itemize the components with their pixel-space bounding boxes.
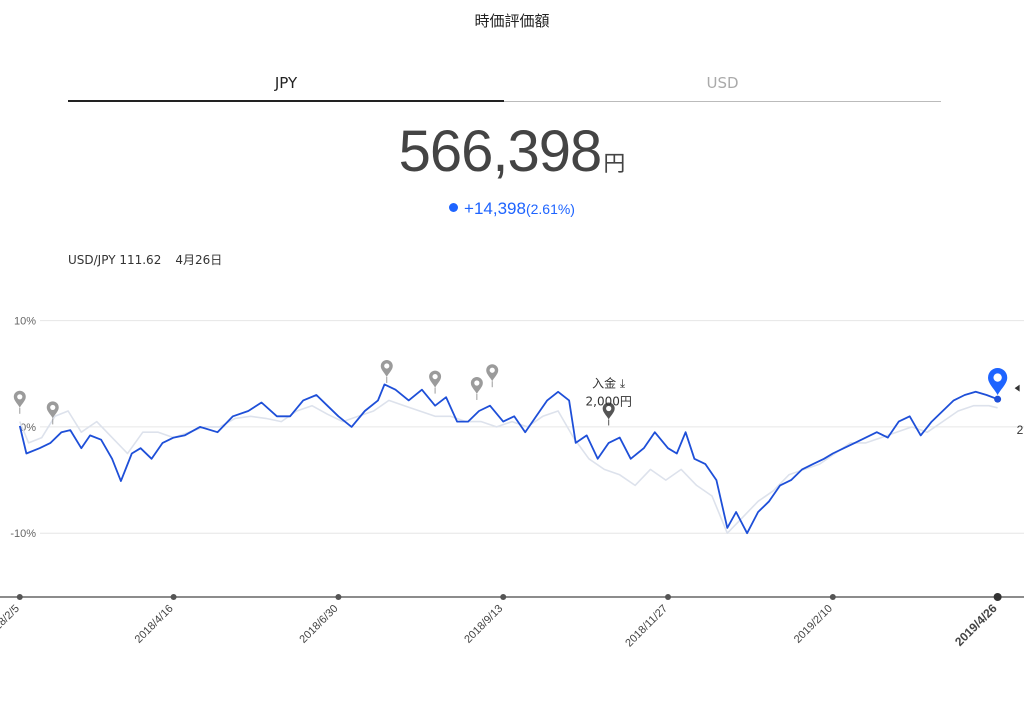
event-marker-icon <box>602 402 615 420</box>
x-tick-dot <box>829 594 836 600</box>
end-point <box>994 395 1002 403</box>
event-marker-icon-hole <box>50 404 56 411</box>
event-marker-icon-hole <box>384 363 390 369</box>
event-marker-icon-hole <box>17 394 23 400</box>
x-tick-label: 2018/4/16 <box>133 603 176 646</box>
location-pin-icon-hole <box>993 373 1002 382</box>
event-marker-icon <box>429 370 442 388</box>
tab-jpy[interactable]: JPY <box>68 74 504 102</box>
x-tick-label: 2019/4/26 <box>952 601 1000 649</box>
y-tick-label: -10% <box>10 528 36 540</box>
portfolio-line <box>18 383 998 535</box>
event-marker-icon <box>13 390 26 408</box>
deposit-label: 入金 ⤓ <box>592 375 626 390</box>
x-tick-label: 2019/2/10 <box>792 603 835 646</box>
pointer-triangle-icon <box>1014 384 1020 392</box>
valuation-display: 566,398円 <box>0 118 1024 185</box>
fx-rate-value: USD/JPY 111.62 <box>68 253 162 267</box>
fx-rate-date: 4月26日 <box>175 253 223 267</box>
x-tick-dot <box>665 594 672 600</box>
x-tick-dot <box>500 594 507 600</box>
x-tick-label: 2018/9/13 <box>462 603 505 646</box>
currency-tabs: JPY USD <box>68 74 941 102</box>
event-marker-icon <box>46 401 59 419</box>
location-pin-icon <box>988 367 1008 396</box>
total-return-value: 2.61% <box>1017 423 1024 437</box>
event-marker-icon-hole <box>432 373 438 380</box>
x-tick-label: 2018/2/5 <box>0 603 22 642</box>
x-tick-label: 2018/11/27 <box>623 603 670 650</box>
event-marker-icon-hole <box>474 380 480 386</box>
change-dot-icon <box>449 203 459 212</box>
deposit-amount: 2,000円 <box>586 394 632 408</box>
x-tick-dot <box>16 594 23 600</box>
x-tick-dot <box>335 594 342 600</box>
change-amount: +14,398 <box>464 199 526 218</box>
x-tick-dot <box>993 593 1002 601</box>
total-return-label-1: トータル <box>1022 381 1024 395</box>
benchmark-line <box>19 399 998 534</box>
y-tick-label: 10% <box>14 316 36 328</box>
tab-usd[interactable]: USD <box>504 74 941 102</box>
change-percent: (2.61%) <box>525 201 575 217</box>
valuation-amount: 566,398 <box>398 119 603 184</box>
event-marker-icon <box>380 359 393 377</box>
valuation-change: +14,398(2.61%) <box>0 199 1024 219</box>
event-marker-icon-hole <box>489 367 495 373</box>
event-marker-icon-hole <box>606 405 612 412</box>
x-tick-dot <box>170 594 177 600</box>
fx-rate: USD/JPY 111.62 4月26日 <box>68 251 236 268</box>
event-marker-icon <box>470 376 483 394</box>
valuation-unit: 円 <box>603 152 626 177</box>
page-title: 時価評価額 <box>474 12 550 30</box>
event-marker-icon <box>486 364 499 382</box>
x-tick-label: 2018/6/30 <box>297 603 340 646</box>
